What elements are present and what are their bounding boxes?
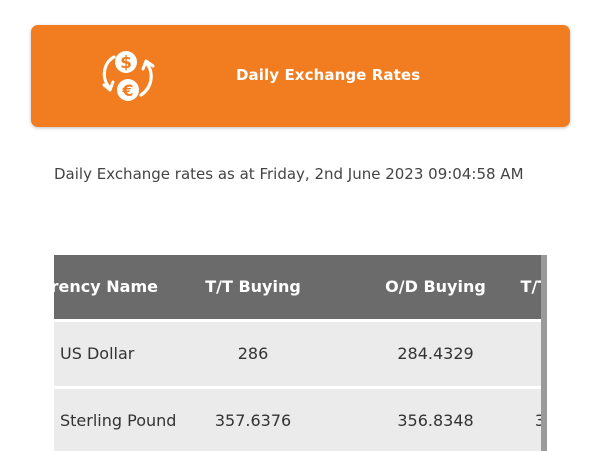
rates-timestamp-text: Daily Exchange rates as at Friday, 2nd J…	[54, 165, 524, 183]
exchange-rates-banner[interactable]: $ € Daily Exchange Rates	[31, 25, 570, 127]
column-header-tt-buying: T/T Buying	[205, 277, 301, 296]
column-header-currency-name: Currency Name	[54, 277, 158, 296]
svg-text:$: $	[120, 53, 132, 73]
table-header-row: Currency Name T/T Buying O/D Buying T/T …	[54, 255, 541, 319]
od-buying-cell: 284.4329	[397, 344, 474, 363]
tt-selling-cell: 375.264	[534, 411, 541, 430]
tt-buying-cell: 357.6376	[214, 411, 292, 430]
exchange-rates-table-content: Currency Name T/T Buying O/D Buying T/T …	[54, 255, 541, 451]
exchange-rates-table[interactable]: Currency Name T/T Buying O/D Buying T/T …	[54, 255, 541, 451]
svg-text:€: €	[121, 81, 133, 100]
currency-name-cell: US Dollar	[60, 344, 135, 363]
table-row: Sterling Pound 357.6376 356.8348 375.264	[54, 386, 541, 451]
column-header-tt-selling: T/T Selling	[520, 277, 541, 296]
column-header-od-buying: O/D Buying	[385, 277, 486, 296]
banner-title: Daily Exchange Rates	[236, 66, 421, 84]
tt-selling-cell: 298	[513, 322, 541, 386]
table-vertical-scrollbar[interactable]	[541, 255, 547, 451]
table-row: US Dollar 286 284.4329 298	[54, 319, 541, 386]
tt-buying-cell: 286	[237, 344, 269, 363]
currency-exchange-icon: $ €	[102, 51, 155, 101]
currency-name-cell: Sterling Pound	[60, 411, 177, 430]
od-buying-cell: 356.8348	[397, 411, 474, 430]
